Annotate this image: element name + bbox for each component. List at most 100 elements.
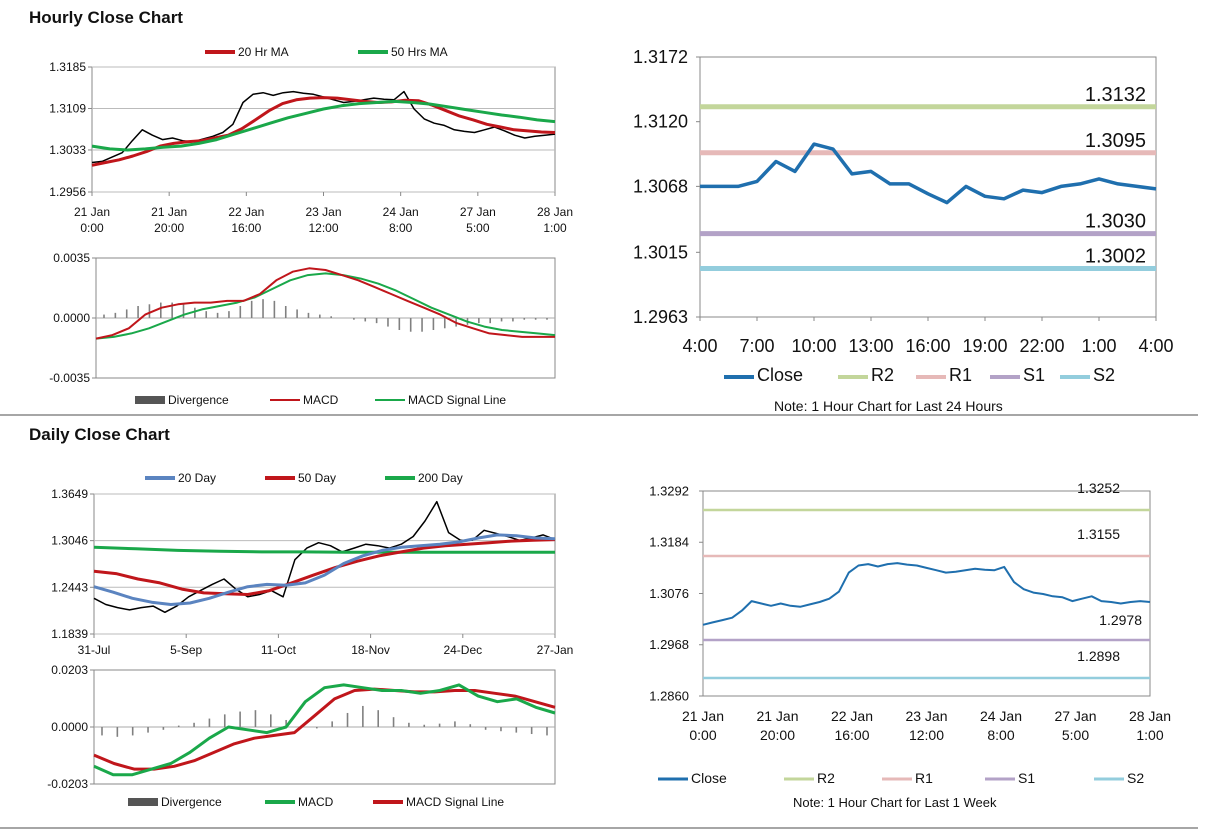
daily_close_week-x-tick-label: 12:00	[909, 727, 944, 743]
daily_macd-y-tick-label: 0.0000	[51, 720, 88, 734]
daily_macd-macd-line	[93, 683, 556, 777]
hourly_macd-y-tick-label: -0.0035	[49, 371, 90, 385]
hourly_close_24h-legend-label: S1	[1023, 365, 1045, 385]
hourly_price-x-tick-label: 24 Jan	[383, 205, 419, 219]
daily_close_week-x-tick-label: 24 Jan	[980, 708, 1022, 724]
hourly_close_24h-legend-label: S2	[1093, 365, 1115, 385]
daily_price-x-tick-label: 27-Jan	[537, 643, 574, 657]
hourly_close_24h-s2-level-label: 1.3002	[1085, 245, 1146, 267]
daily_price-y-tick-label: 1.1839	[51, 627, 88, 641]
daily_price-y-tick-label: 1.3649	[51, 487, 88, 501]
hourly_macd-macd-line	[95, 267, 555, 340]
hourly_close_24h-y-tick-label: 1.3120	[633, 112, 688, 132]
hourly_close_24h-x-tick-label: 7:00	[739, 336, 774, 356]
daily_close_week-legend-label: S1	[1018, 770, 1035, 786]
hourly-note: Note: 1 Hour Chart for Last 24 Hours	[774, 398, 1003, 414]
daily_close_week-legend-label: S2	[1127, 770, 1144, 786]
hourly_price-x-tick-label: 16:00	[231, 221, 261, 235]
daily_price-20-day-line	[93, 533, 556, 606]
daily_close_week-s1-level-label: 1.2978	[1099, 612, 1142, 628]
daily_close_week-x-tick-label: 27 Jan	[1054, 708, 1096, 724]
hourly_close_24h-legend-label: R1	[949, 365, 972, 385]
daily_close_week-x-tick-label: 21 Jan	[682, 708, 724, 724]
daily_close_week-legend-label: R2	[817, 770, 835, 786]
daily_close_week-y-tick-label: 1.2860	[649, 688, 689, 703]
hourly_macd-legend-swatch	[135, 396, 165, 404]
hourly_close_24h-s1-level-label: 1.3030	[1085, 211, 1146, 233]
daily_price-x-tick-label: 24-Dec	[443, 643, 482, 657]
hourly_close_24h-x-tick-label: 4:00	[682, 336, 717, 356]
daily_close_week-x-tick-label: 22 Jan	[831, 708, 873, 724]
daily_close_week-y-tick-label: 1.2968	[649, 637, 689, 652]
hourly_close_24h-y-tick-label: 1.3015	[633, 242, 688, 262]
hourly_close_24h-r2-level-label: 1.3132	[1085, 84, 1146, 106]
daily_close_week-x-tick-label: 5:00	[1062, 727, 1089, 743]
daily_close_week-x-tick-label: 8:00	[987, 727, 1014, 743]
hourly_price-x-tick-label: 1:00	[543, 221, 567, 235]
hourly_price-y-tick-label: 1.2956	[49, 185, 86, 199]
hourly_close_24h-x-tick-label: 1:00	[1081, 336, 1116, 356]
hourly_price-x-tick-label: 23 Jan	[305, 205, 341, 219]
hourly_price-20-hr-ma-line	[91, 96, 556, 167]
hourly_price-x-tick-label: 21 Jan	[74, 205, 110, 219]
daily_close_week-y-tick-label: 1.3076	[649, 586, 689, 601]
daily_price-y-tick-label: 1.2443	[51, 580, 88, 594]
hourly_price-y-tick-label: 1.3109	[49, 101, 86, 115]
daily_macd-y-tick-label: 0.0203	[51, 663, 88, 677]
hourly_price-x-tick-label: 5:00	[466, 221, 490, 235]
daily_close_week-y-tick-label: 1.3184	[649, 535, 689, 550]
daily-note: Note: 1 Hour Chart for Last 1 Week	[793, 795, 997, 810]
hourly_price-x-tick-label: 0:00	[80, 221, 104, 235]
daily_macd-legend-label: Divergence	[161, 795, 222, 809]
daily_price-x-tick-label: 31-Jul	[78, 643, 111, 657]
daily_close_week-x-tick-label: 23 Jan	[905, 708, 947, 724]
hourly_price-y-tick-label: 1.3185	[49, 60, 86, 74]
hourly_price-x-tick-label: 22 Jan	[228, 205, 264, 219]
hourly_macd-legend-label: MACD Signal Line	[408, 393, 506, 407]
daily_price-plot-frame	[93, 493, 556, 635]
hourly_price-x-tick-label: 27 Jan	[460, 205, 496, 219]
hourly_price-50-hrs-ma-line	[91, 99, 556, 152]
hourly-section-title: Hourly Close Chart	[29, 8, 183, 27]
daily_price-x-tick-label: 18-Nov	[351, 643, 390, 657]
daily_macd-legend-swatch	[128, 798, 158, 806]
hourly_price-x-tick-label: 28 Jan	[537, 205, 573, 219]
daily_price-legend-label: 20 Day	[178, 471, 216, 485]
hourly_price-x-tick-label: 12:00	[308, 221, 338, 235]
daily_close_week-legend-label: Close	[691, 770, 727, 786]
daily_macd-macd-signal-line-line	[93, 687, 556, 771]
daily_price-50-day-line	[93, 538, 556, 596]
hourly_close_24h-x-tick-label: 22:00	[1019, 336, 1064, 356]
daily_price-price-line	[93, 500, 556, 614]
hourly_price-x-tick-label: 20:00	[154, 221, 184, 235]
hourly_close_24h-r1-level-label: 1.3095	[1085, 130, 1146, 152]
daily_price-legend-label: 50 Day	[298, 471, 336, 485]
daily_macd-y-tick-label: -0.0203	[47, 777, 88, 791]
hourly_close_24h-legend-label: Close	[757, 365, 803, 385]
hourly_close_24h-y-tick-label: 1.3068	[633, 176, 688, 196]
hourly_price-price-line	[91, 90, 556, 164]
daily_price-legend-label: 200 Day	[418, 471, 463, 485]
hourly_close_24h-x-tick-label: 16:00	[905, 336, 950, 356]
hourly_macd-y-tick-label: 0.0000	[53, 311, 90, 325]
daily_close_week-y-tick-label: 1.3292	[649, 483, 689, 498]
hourly_close_24h-x-tick-label: 19:00	[962, 336, 1007, 356]
hourly_price-x-tick-label: 21 Jan	[151, 205, 187, 219]
daily_price-x-tick-label: 11-Oct	[261, 643, 297, 657]
daily_close_week-plot-frame	[702, 490, 1151, 697]
daily-section-title: Daily Close Chart	[29, 425, 170, 444]
daily_close_week-r2-level-label: 1.3252	[1077, 480, 1120, 496]
hourly_close_24h-y-tick-label: 1.3172	[633, 47, 688, 67]
hourly_close_24h-close-line	[700, 142, 1157, 205]
daily_close_week-s2-level-label: 1.2898	[1077, 648, 1120, 664]
hourly_close_24h-x-tick-label: 4:00	[1138, 336, 1173, 356]
daily_price-200-day-line	[93, 545, 555, 554]
hourly_price-x-tick-label: 8:00	[389, 221, 413, 235]
daily_price-x-tick-label: 5-Sep	[170, 643, 202, 657]
hourly_macd-macd-signal-line-line	[95, 272, 556, 340]
hourly_macd-legend-label: MACD	[303, 393, 339, 407]
hourly_price-legend-label: 50 Hrs MA	[391, 45, 448, 59]
daily_close_week-x-tick-label: 20:00	[760, 727, 795, 743]
daily_close_week-x-tick-label: 16:00	[834, 727, 869, 743]
